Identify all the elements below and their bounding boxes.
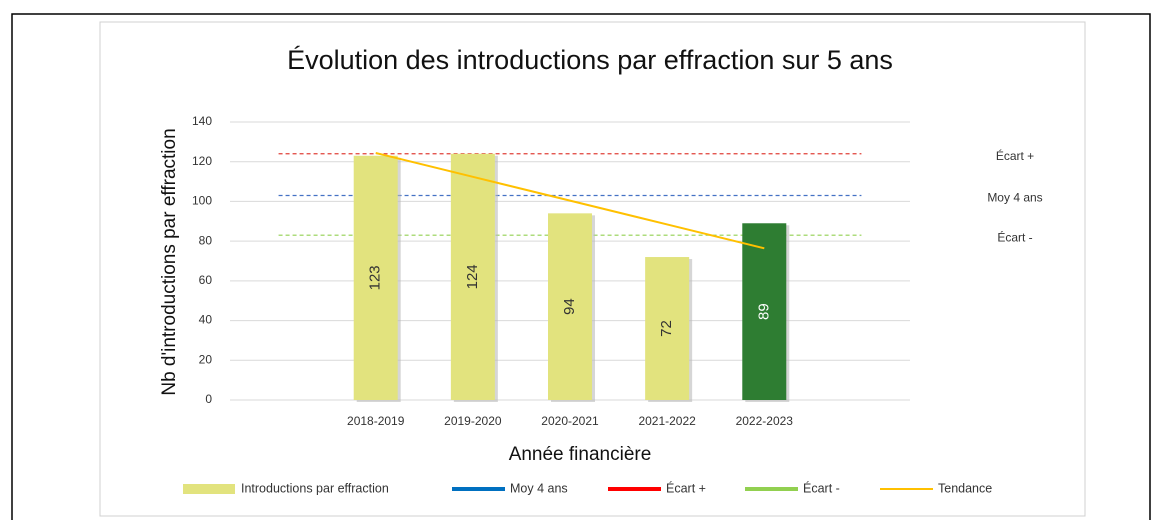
bar bbox=[645, 257, 690, 400]
legend-text: Tendance bbox=[938, 481, 992, 495]
y-tick-label: 120 bbox=[192, 154, 212, 168]
y-tick-label: 40 bbox=[199, 313, 213, 327]
bar bbox=[450, 153, 495, 400]
legend-text: Introductions par effraction bbox=[241, 481, 389, 495]
bar-label: 94 bbox=[561, 298, 578, 315]
reference-label: Écart - bbox=[997, 229, 1032, 244]
y-axis-title: Nb d'introductions par effraction bbox=[159, 128, 180, 395]
reference-label: Écart + bbox=[996, 148, 1034, 163]
y-tick-label: 20 bbox=[199, 352, 213, 366]
y-tick-label: 80 bbox=[199, 233, 213, 247]
y-tick-label: 0 bbox=[205, 392, 212, 406]
legend-swatch bbox=[183, 484, 235, 494]
bar bbox=[742, 223, 787, 400]
bar bbox=[353, 155, 398, 400]
y-tick-label: 140 bbox=[192, 114, 212, 128]
legend-text: Moy 4 ans bbox=[510, 481, 568, 495]
bar-label: 123 bbox=[367, 265, 384, 290]
legend-text: Écart + bbox=[666, 480, 706, 495]
x-tick-label: 2019-2020 bbox=[444, 414, 502, 428]
reference-label: Moy 4 ans bbox=[987, 191, 1042, 205]
x-tick-label: 2022-2023 bbox=[736, 414, 794, 428]
bar-label: 124 bbox=[464, 264, 481, 289]
trend-line bbox=[375, 152, 765, 250]
x-tick-label: 2018-2019 bbox=[347, 414, 405, 428]
y-tick-label: 60 bbox=[199, 273, 213, 287]
bar-label: 72 bbox=[658, 320, 675, 337]
x-tick-label: 2021-2022 bbox=[638, 414, 696, 428]
x-axis-title: Année financière bbox=[509, 444, 652, 465]
x-tick-label: 2020-2021 bbox=[541, 414, 599, 428]
y-tick-label: 100 bbox=[192, 194, 212, 208]
legend-text: Écart - bbox=[803, 480, 840, 495]
bar-label: 89 bbox=[755, 303, 772, 320]
chart-title: Évolution des introductions par effracti… bbox=[287, 45, 893, 75]
bar bbox=[548, 213, 592, 400]
outer-frame bbox=[11, 13, 1151, 520]
